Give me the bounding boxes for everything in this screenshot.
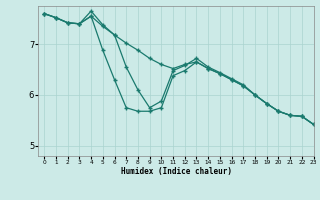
- X-axis label: Humidex (Indice chaleur): Humidex (Indice chaleur): [121, 167, 231, 176]
